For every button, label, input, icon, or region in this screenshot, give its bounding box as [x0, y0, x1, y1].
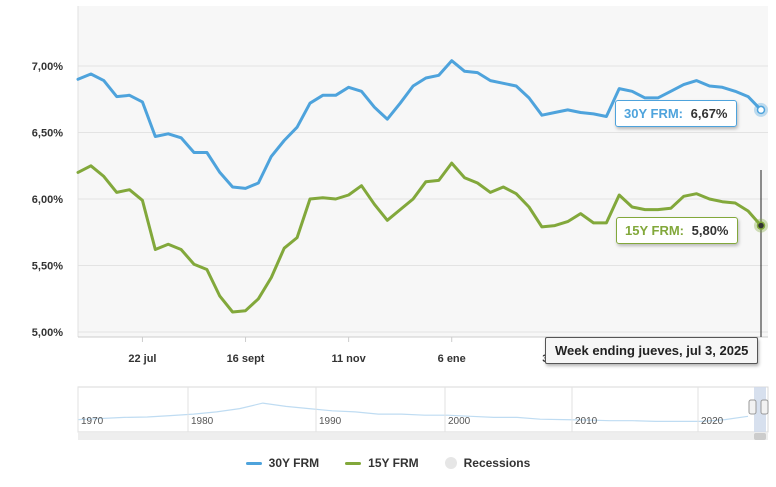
series-line-30y[interactable]: [76, 59, 763, 190]
y-tick-label: 5,00%: [32, 327, 63, 339]
navigator-year-label: 1980: [191, 416, 214, 427]
tooltip-15y-label: 15Y FRM:: [625, 223, 684, 238]
navigator-year-label: 1970: [81, 416, 104, 427]
y-axis: 7,00% 6,50% 6,00% 5,50% 5,00%: [32, 61, 63, 339]
x-tick-label: 16 sept: [227, 353, 265, 365]
legend-swatch-30y: [245, 461, 262, 465]
legend: 30Y FRM 15Y FRM Recessions: [0, 456, 776, 470]
series-line-15y[interactable]: [76, 161, 763, 314]
navigator-handle[interactable]: [760, 399, 769, 415]
x-tick-label: 22 jul: [128, 353, 156, 365]
tooltip-15y: 15Y FRM: 5,80%: [616, 217, 738, 244]
legend-label-recessions: Recessions: [463, 456, 531, 470]
x-tick-label: 6 ene: [438, 353, 466, 365]
navigator-year-label: 2000: [448, 416, 471, 427]
hover-point-15y: [756, 221, 766, 230]
y-tick-label: 5,50%: [32, 261, 63, 273]
navigator-year-label: 2020: [701, 416, 724, 427]
week-ending-tooltip: Week ending jueves, jul 3, 2025: [545, 337, 759, 364]
navigator-frame: [77, 386, 769, 433]
hover-point-30y: [756, 105, 766, 115]
tooltip-30y-value: 6,67%: [690, 106, 728, 121]
navigator-selection[interactable]: [754, 387, 766, 432]
series-lines[interactable]: [76, 59, 763, 314]
navigator-trend: [77, 402, 749, 422]
legend-label-15y: 15Y FRM: [368, 456, 419, 470]
x-tick-label: 11 nov: [331, 353, 366, 365]
legend-item-30y[interactable]: 30Y FRM: [245, 456, 320, 470]
navigator-scrollbar-thumb[interactable]: [754, 433, 766, 440]
legend-swatch-15y: [345, 461, 362, 465]
hover-markers: [754, 102, 768, 337]
y-tick-label: 7,00%: [32, 61, 63, 73]
navigator-scrollbar-track[interactable]: [78, 433, 768, 440]
navigator-year-label: 1990: [319, 416, 342, 427]
range-navigator[interactable]: 1970 1980 1990 2000 2010 2020: [77, 386, 769, 440]
y-tick-label: 6,00%: [32, 194, 63, 206]
tooltip-30y: 30Y FRM: 6,67%: [615, 100, 737, 127]
y-tick-label: 6,50%: [32, 128, 63, 140]
navigator-handle[interactable]: [748, 399, 757, 415]
plot-background: [78, 6, 768, 337]
legend-item-recessions[interactable]: Recessions: [444, 456, 531, 470]
tooltip-30y-label: 30Y FRM:: [624, 106, 683, 121]
legend-swatch-recessions: [444, 457, 457, 469]
tooltip-15y-value: 5,80%: [691, 223, 729, 238]
legend-label-30y: 30Y FRM: [268, 456, 320, 470]
navigator-year-label: 2010: [575, 416, 598, 427]
legend-item-15y[interactable]: 15Y FRM: [345, 456, 419, 470]
